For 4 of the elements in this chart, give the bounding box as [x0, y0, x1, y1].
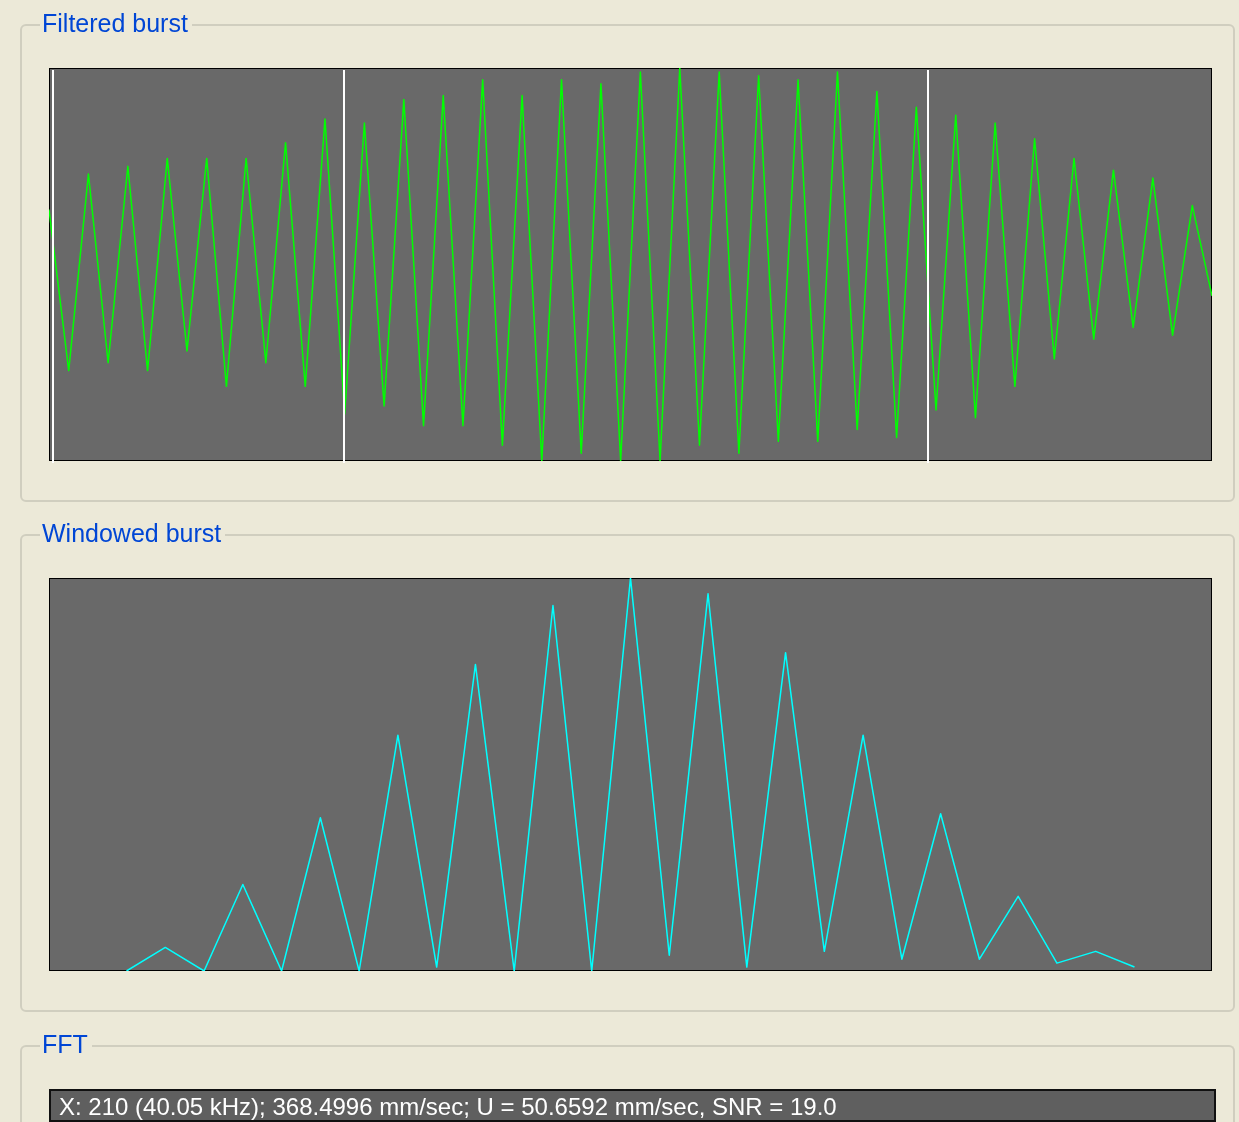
- text: FFT: [40, 1029, 92, 1059]
- chart-title: Filtered burst: [40, 8, 192, 38]
- text: X: 210 (40.05 kHz); 368.4996 mm/sec; U = 50.6592 mm/sec, SNR = 19.0: [49, 1089, 1216, 1122]
- chart-title: Windowed burst: [40, 518, 226, 548]
